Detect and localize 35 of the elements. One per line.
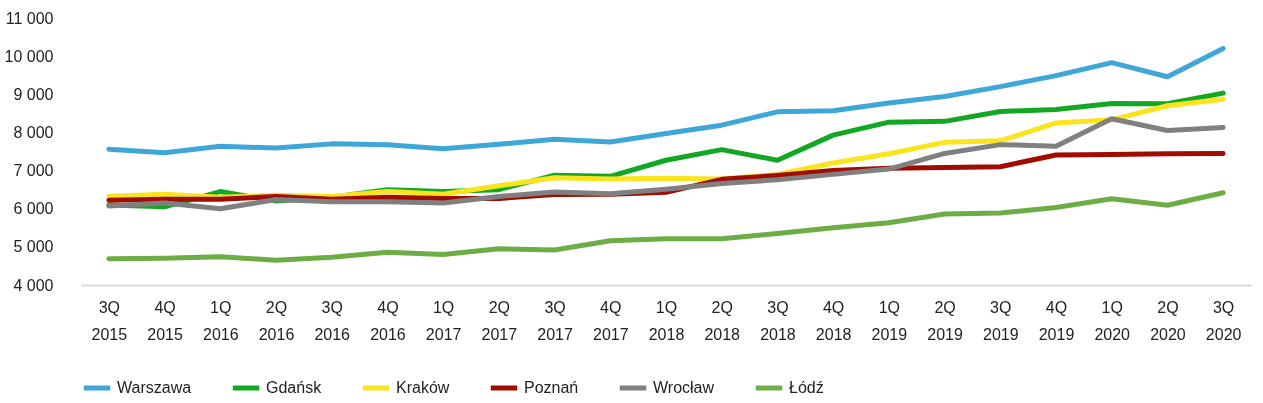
x-tick-label: 3Q 2015 xyxy=(91,298,128,343)
x-tick-label: 4Q 2018 xyxy=(815,298,852,343)
x-tick-label: 3Q 2019 xyxy=(982,298,1019,343)
x-tick-label: 1Q 2020 xyxy=(1094,298,1131,343)
x-tick-label: 3Q 2016 xyxy=(314,298,351,343)
x-tick-label: 2Q 2017 xyxy=(481,298,518,343)
x-tick-label: 1Q 2019 xyxy=(871,298,908,343)
y-tick-label: 4 000 xyxy=(13,276,54,294)
y-tick-label: 8 000 xyxy=(13,123,54,141)
x-tick-label: 4Q 2015 xyxy=(147,298,183,343)
y-tick-label: 7 000 xyxy=(13,162,54,180)
x-tick-label: 1Q 2018 xyxy=(648,298,685,343)
legend-label: Kraków xyxy=(396,379,450,396)
x-tick-label: 4Q 2017 xyxy=(592,298,629,343)
x-tick-label: 1Q 2016 xyxy=(202,298,239,343)
y-tick-label: 5 000 xyxy=(13,238,54,256)
x-tick-label: 3Q 2020 xyxy=(1205,298,1242,343)
x-tick-label: 2Q 2016 xyxy=(258,298,295,343)
y-tick-label: 10 000 xyxy=(4,47,54,65)
x-tick-label: 2Q 2019 xyxy=(927,298,963,343)
legend-label: Wrocław xyxy=(653,379,715,396)
legend-label: Łódź xyxy=(789,379,824,396)
y-tick-label: 11 000 xyxy=(5,9,54,27)
x-tick-label: 1Q 2017 xyxy=(425,298,462,343)
y-tick-label: 6 000 xyxy=(13,200,54,218)
x-tick-label: 4Q 2016 xyxy=(370,298,406,343)
x-tick-label: 3Q 2017 xyxy=(537,298,573,343)
legend-label: Gdańsk xyxy=(266,379,323,396)
x-tick-label: 3Q 2018 xyxy=(760,298,796,343)
x-tick-label: 2Q 2018 xyxy=(704,298,741,343)
y-tick-label: 9 000 xyxy=(13,85,54,103)
x-tick-label: 2Q 2020 xyxy=(1150,298,1186,343)
x-tick-label: 4Q 2019 xyxy=(1038,298,1075,343)
legend-label: Warszawa xyxy=(117,379,192,396)
legend-label: Poznań xyxy=(524,379,579,396)
